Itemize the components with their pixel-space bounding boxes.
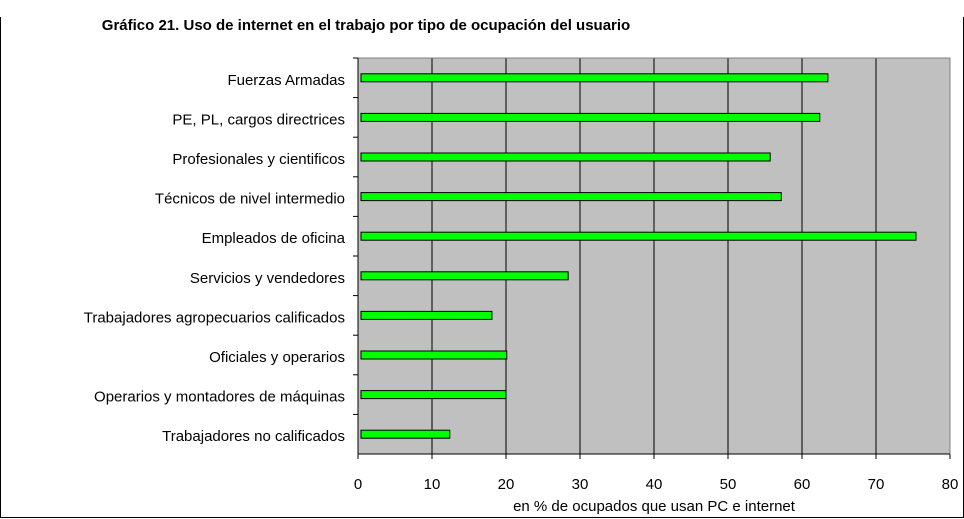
x-tick-label: 20: [498, 476, 515, 493]
y-tick-label: PE, PL, cargos directrices: [172, 111, 345, 128]
x-tick-label: 40: [646, 476, 663, 493]
bar: [360, 112, 821, 122]
y-tick-label: Trabajadores no calificados: [162, 428, 345, 445]
y-tick-label: Empleados de oficina: [202, 230, 346, 247]
y-tick-label: Profesionales y cientificos: [172, 151, 345, 168]
x-tick-label: 50: [720, 476, 737, 493]
bar: [360, 152, 771, 162]
x-tick-label: 60: [794, 476, 811, 493]
x-tick-label: 70: [868, 476, 885, 493]
bar: [360, 231, 917, 241]
y-tick-label: Operarios y montadores de máquinas: [94, 389, 345, 406]
bar: [360, 310, 493, 320]
bar: [360, 350, 508, 360]
y-tick-label: Fuerzas Armadas: [227, 72, 345, 89]
x-axis-label: en % de ocupados que usan PC e internet: [513, 498, 796, 515]
x-tick-label: 10: [424, 476, 441, 493]
bar: [360, 390, 507, 400]
chart-title: Gráfico 21. Uso de internet en el trabaj…: [101, 17, 631, 34]
bar: [360, 192, 782, 202]
y-tick-label: Servicios y vendedores: [190, 270, 345, 287]
bar: [360, 73, 829, 83]
x-tick-label: 80: [942, 476, 959, 493]
y-tick-label: Oficiales y operarios: [209, 349, 345, 366]
y-tick-label: Técnicos de nivel intermedio: [155, 191, 345, 208]
x-tick-label: 0: [354, 476, 362, 493]
y-tick-label: Trabajadores agropecuarios calificados: [84, 309, 345, 326]
bar: [360, 271, 569, 281]
x-tick-label: 30: [572, 476, 589, 493]
bar: [360, 429, 451, 439]
